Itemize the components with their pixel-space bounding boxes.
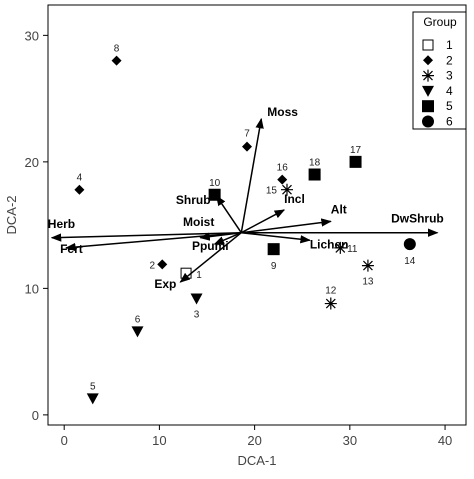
point-label: 18	[309, 158, 321, 169]
point-label: 4	[77, 173, 83, 184]
legend-label: 3	[446, 69, 453, 83]
y-tick-label: 20	[25, 155, 39, 170]
point	[131, 326, 144, 338]
vector-label: Exp	[154, 277, 176, 291]
legend-label: 4	[446, 84, 453, 98]
point-label: 14	[404, 256, 416, 267]
point-label: 7	[244, 129, 250, 140]
y-axis-label: DCA-2	[4, 195, 19, 234]
legend-marker	[422, 85, 434, 97]
legend-marker	[422, 69, 434, 82]
vector-arrow	[240, 209, 286, 234]
point	[242, 141, 253, 152]
point-label: 2	[149, 260, 155, 271]
vector-arrow	[240, 117, 264, 233]
point-label: 3	[194, 309, 200, 320]
point-label: 1	[196, 270, 202, 281]
point-label: 12	[325, 286, 337, 297]
point-label: 5	[90, 381, 96, 392]
x-tick-label: 0	[61, 433, 68, 448]
vector-label: Moss	[267, 105, 298, 119]
point-label: 17	[350, 145, 362, 156]
vector-arrow	[179, 232, 242, 283]
vector-label: Herb	[48, 217, 75, 231]
point	[280, 183, 293, 196]
point	[308, 168, 321, 181]
vector-arrow	[213, 232, 242, 245]
point-label: 9	[271, 261, 277, 272]
point	[361, 259, 374, 272]
point-label: 15	[266, 186, 278, 197]
y-tick-label: 30	[25, 28, 39, 43]
legend-title: Group	[423, 15, 457, 29]
point	[86, 393, 99, 405]
legend-marker	[422, 39, 434, 51]
vector-label: Shrub	[176, 193, 211, 207]
vector-arrow	[215, 195, 242, 234]
vector-label: DwShrub	[391, 212, 444, 226]
x-tick-label: 30	[343, 433, 357, 448]
x-tick-label: 40	[438, 433, 452, 448]
point	[349, 155, 362, 168]
legend-label: 5	[446, 99, 453, 113]
point	[267, 243, 280, 256]
point	[403, 238, 416, 251]
point	[324, 297, 337, 310]
point	[111, 55, 122, 66]
vector-arrow	[241, 218, 332, 234]
point	[190, 293, 203, 305]
point-label: 11	[347, 244, 358, 255]
x-tick-label: 20	[247, 433, 261, 448]
point-label: 8	[114, 44, 120, 55]
legend-marker	[422, 115, 434, 128]
point	[74, 184, 85, 195]
vector-label: Moist	[183, 215, 214, 229]
vector-label: Alt	[331, 202, 347, 216]
vector-label: Ppumi	[192, 239, 229, 253]
point	[277, 174, 288, 185]
point-label: 6	[135, 314, 141, 325]
point-label: 10	[209, 178, 221, 189]
y-tick-label: 0	[32, 408, 39, 423]
x-axis-label: DCA-1	[237, 453, 276, 468]
y-tick-label: 10	[25, 281, 39, 296]
legend-label: 6	[446, 115, 453, 129]
legend-marker	[423, 55, 433, 66]
x-tick-label: 10	[152, 433, 166, 448]
vector-label: Fert	[60, 242, 83, 256]
vector-label: Lichen	[310, 237, 349, 251]
vector-arrow	[199, 231, 242, 241]
vector-arrow	[65, 231, 242, 252]
legend-label: 1	[446, 38, 453, 52]
vector-arrow	[241, 231, 311, 244]
plot-frame	[47, 4, 467, 426]
legend-label: 2	[446, 53, 453, 67]
legend-box	[412, 11, 467, 130]
point	[334, 241, 347, 254]
legend-marker	[422, 100, 434, 113]
point	[157, 259, 168, 270]
vector-label: Incl	[284, 192, 305, 206]
point-label: 16	[277, 163, 289, 174]
point-label: 13	[362, 277, 374, 288]
